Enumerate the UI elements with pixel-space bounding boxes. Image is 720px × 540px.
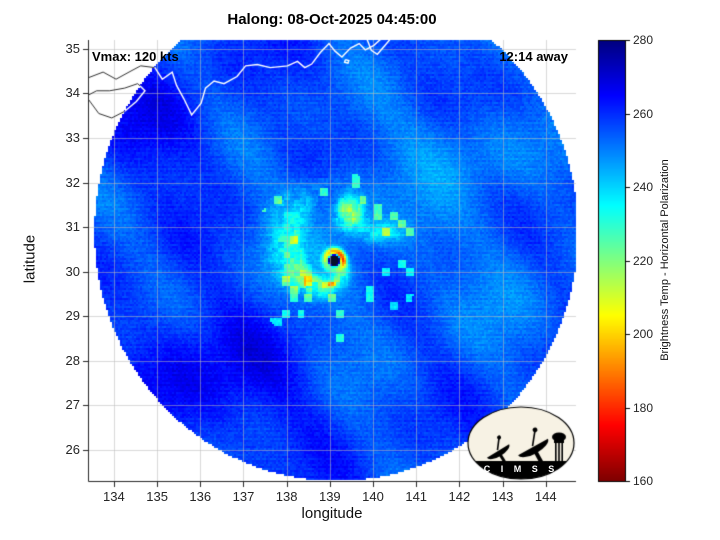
y-tick-label: 33 [65,130,80,145]
y-tick-label: 31 [65,219,80,235]
x-axis-label: longitude [301,505,363,522]
x-tick-label: 140 [362,489,384,504]
y-tick-label: 29 [65,308,80,324]
y-tick-label: 27 [65,397,80,413]
x-tick-label: 144 [534,489,557,504]
x-tick-label: 137 [232,489,255,504]
colorbar-tick-label: 260 [633,106,654,121]
colorbar-tick-label: 180 [633,400,654,415]
y-tick-label: 32 [65,174,80,190]
cimss-logo-text: C I M S S [483,464,559,474]
y-tick-label: 34 [65,85,80,101]
colorbar-tick-label: 280 [633,33,654,47]
y-tick-label: 26 [65,441,80,457]
x-tick-label: 141 [405,489,428,504]
x-tick-label: 142 [448,489,471,504]
colorbar-tick-label: 160 [633,474,654,488]
x-tick-label: 138 [275,489,298,504]
chart-title: Halong: 08-Oct-2025 04:45:00 [227,11,437,28]
x-tick-label: 134 [103,489,125,504]
colorbar-tick-label: 220 [633,253,654,268]
x-tick-label: 143 [491,489,514,504]
time-away-annotation: 12:14 away [499,49,568,64]
colorbar-tick-label: 200 [633,327,654,341]
y-tick-label: 35 [65,40,80,56]
x-tick-label: 135 [146,489,168,504]
y-tick-label: 30 [65,263,80,279]
vmax-annotation: Vmax: 120 kts [92,49,179,64]
y-tick-label: 28 [65,352,80,368]
x-tick-label: 139 [318,489,341,504]
colorbar-tick-label: 240 [633,180,654,194]
x-tick-label: 136 [189,489,212,504]
